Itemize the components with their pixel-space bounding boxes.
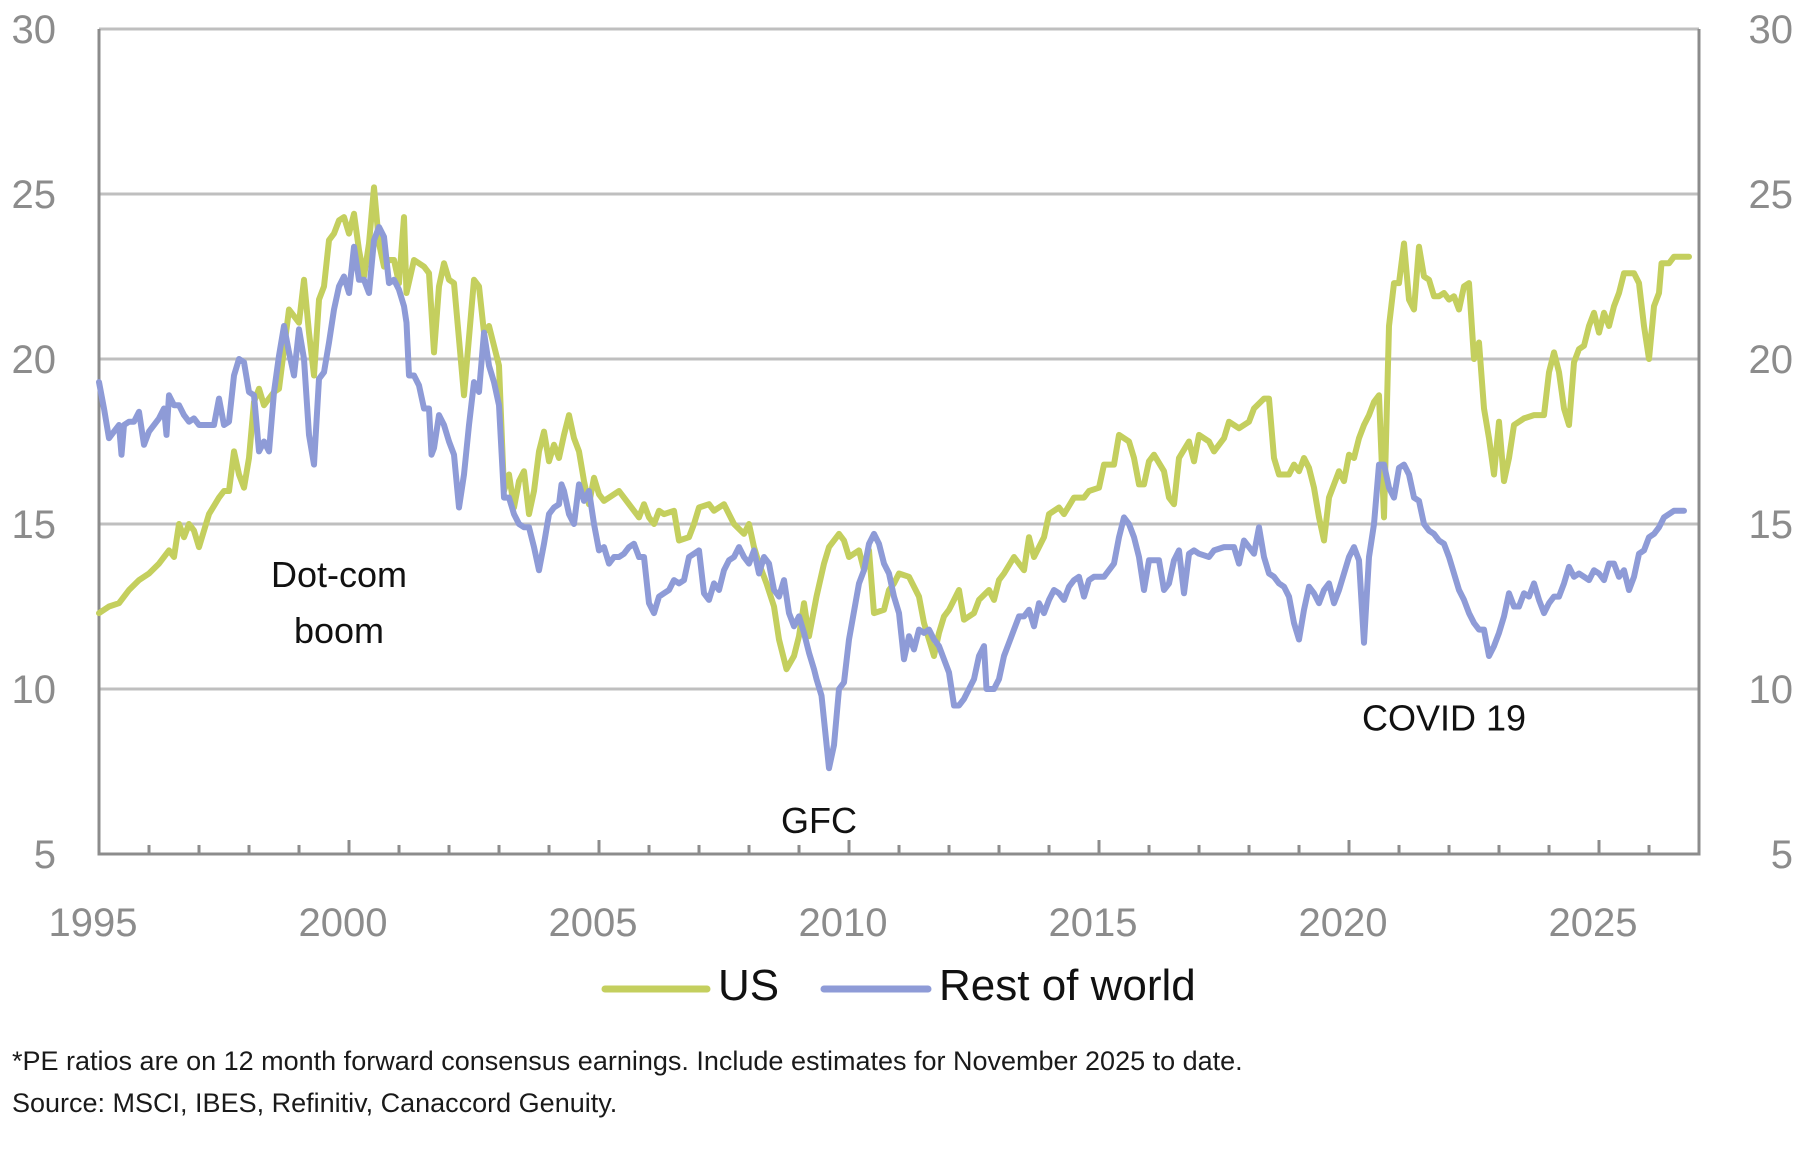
- annotations: Dot-com boom GFC COVID 19: [271, 554, 1526, 841]
- legend: US Rest of world: [601, 961, 1196, 1010]
- y-tick-label-left: 20: [12, 338, 57, 382]
- footnote-source: Source: MSCI, IBES, Refinitiv, Canaccord…: [12, 1088, 618, 1118]
- x-tick-label: 2005: [549, 901, 638, 945]
- y-tick-label-right: 25: [1749, 173, 1794, 217]
- y-tick-label-right: 20: [1749, 338, 1794, 382]
- x-tick-label: 1995: [49, 901, 138, 945]
- y-tick-label-left: 30: [12, 8, 57, 52]
- y-tick-label-left: 15: [12, 503, 57, 547]
- y-tick-label-left: 10: [12, 668, 57, 712]
- legend-label-us: US: [718, 961, 779, 1010]
- x-tick-label: 2015: [1049, 901, 1138, 945]
- y-tick-label-right: 10: [1749, 668, 1794, 712]
- gridlines: [99, 27, 1699, 691]
- y-tick-label-left: 5: [34, 833, 56, 877]
- y-axis-left-labels: 5 10 15 20 25 30: [12, 8, 57, 877]
- y-tick-label-right: 15: [1749, 503, 1794, 547]
- x-tick-label: 2010: [799, 901, 888, 945]
- axes: [97, 29, 1701, 856]
- y-axis-right-labels: 5 10 15 20 25 30: [1749, 8, 1794, 877]
- series-line-us: [96, 184, 1692, 673]
- annotation-dot-com-boom: Dot-com: [271, 554, 407, 595]
- annotation-covid-19: COVID 19: [1362, 698, 1526, 739]
- x-axis-labels: 1995 2000 2005 2010 2015 2020 2025: [49, 901, 1638, 945]
- annotation-dot-com-boom: boom: [294, 610, 384, 651]
- x-tick-label: 2020: [1299, 901, 1388, 945]
- series-lines: [96, 184, 1692, 772]
- y-tick-label-right: 5: [1771, 833, 1793, 877]
- legend-label-rest-of-world: Rest of world: [939, 961, 1196, 1010]
- y-tick-label-right: 30: [1749, 8, 1794, 52]
- x-tick-label: 2025: [1549, 901, 1638, 945]
- series-line-rest-of-world: [96, 224, 1687, 772]
- footnote-pe-ratios: *PE ratios are on 12 month forward conse…: [12, 1046, 1243, 1076]
- annotation-gfc: GFC: [781, 800, 857, 841]
- y-tick-label-left: 25: [12, 173, 57, 217]
- x-tick-label: 2000: [299, 901, 388, 945]
